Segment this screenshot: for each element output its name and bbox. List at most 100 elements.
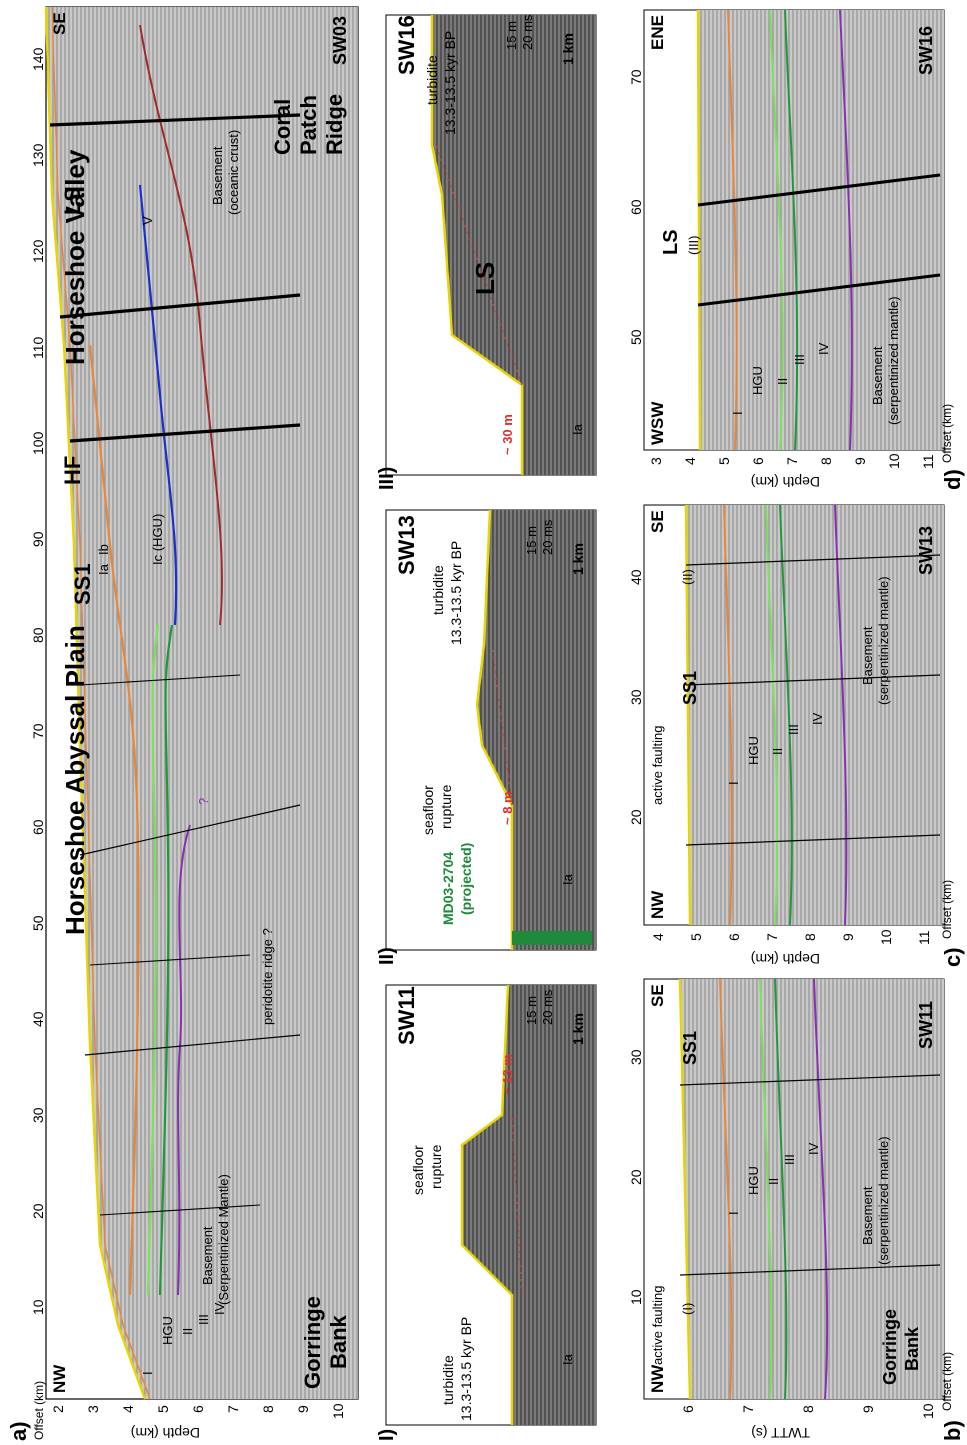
panel-b-unit-I: I <box>726 1211 741 1215</box>
inset-III-seismic <box>432 15 596 475</box>
panel-a-unit-III: III <box>196 1314 211 1325</box>
panel-c-offset-tick: 40 <box>628 569 644 585</box>
panel-b-gorringe-2: Bank <box>902 1326 922 1371</box>
panel-b-roman: (I) <box>680 1302 695 1315</box>
panel-b-twtt-tick: 9 <box>860 1405 876 1413</box>
panel-d-depth-tick: 11 <box>920 454 936 469</box>
inset-II-line: SW13 <box>394 515 419 575</box>
inset-II-scale-km: 1 km <box>570 543 586 575</box>
panel-a-region-abyssal: Horseshoe Abyssal Plain <box>60 625 90 935</box>
panel-c-offset-tick: 30 <box>628 689 644 705</box>
panel-c-depth-tick: 9 <box>840 933 856 941</box>
insets-axes <box>385 14 597 1426</box>
panel-a-ss1: SS1 <box>70 563 95 605</box>
panel-a-coral-2: Patch <box>296 95 321 155</box>
inset-II-rupture-1: seafloor <box>420 785 436 835</box>
inset-II-core-1: MD03-2704 <box>440 851 456 925</box>
panel-a-unit-I: I <box>140 1371 155 1375</box>
inset-II-core-2: (projected) <box>458 842 474 915</box>
panel-a-nw: NW <box>50 1364 69 1393</box>
panel-a-offset-tick: 80 <box>30 627 46 643</box>
inset-II-core <box>512 931 592 945</box>
panel-b-se: SE <box>648 984 667 1007</box>
panel-a-unit-Ic: Ic (HGU) <box>150 513 165 565</box>
panel-a-horizon-II <box>146 624 160 1296</box>
panel-a-basement-right-1: Basement <box>210 146 225 205</box>
panel-d-depth-tick: 10 <box>886 453 902 469</box>
panel-b-letter: b) <box>940 1420 965 1441</box>
panel-a-depth-tick: 3 <box>85 1405 101 1413</box>
panel-b-offset-tick: 30 <box>628 1049 644 1065</box>
panel-a-depth-tick: 8 <box>260 1405 276 1413</box>
inset-III-turbidite-1: turbidite <box>424 55 440 105</box>
inset-II-turbidite-2: 13.3-13.5 kyr BP <box>448 540 464 645</box>
panel-a-unit-IV: IV <box>212 1302 227 1315</box>
panel-a-gorringe-1: Gorringe <box>300 1296 325 1389</box>
panel-a-depth-tick: 4 <box>120 1405 136 1413</box>
inset-III-scale-m: 15 m <box>504 21 519 50</box>
inset-III-ls: LS <box>470 261 500 295</box>
panel-b-offset-label: Offset (km) <box>940 1351 954 1411</box>
inset-I-rupture-1: seafloor <box>410 1145 426 1195</box>
panel-a-offset-tick: 20 <box>30 1203 46 1219</box>
panel-a-depth-label: Depth (km) <box>130 1425 200 1441</box>
panel-b-ss1: SS1 <box>680 1030 700 1065</box>
panel-a-region-valley: Horseshoe Valley <box>60 149 90 365</box>
panel-b-nw: NW <box>648 1364 667 1393</box>
panel-c-depth-tick: 7 <box>764 933 780 941</box>
panel-d-depth-tick: 4 <box>682 457 698 465</box>
panel-d-wsw: WSW <box>648 401 667 445</box>
inset-III-scale-ms: 20 ms <box>520 14 535 50</box>
panel-c-depth-label: Depth (km) <box>750 951 820 967</box>
panel-b-gorringe-1: Gorringe <box>880 1308 900 1385</box>
panel-c-ss1: SS1 <box>680 670 700 705</box>
panel-a-coral-3: Ridge <box>322 93 347 155</box>
panel-a-ls-fault-2 <box>49 113 301 127</box>
inset-I-rupture-2: rupture <box>428 1144 444 1189</box>
panel-a-basement-left-2: (Serpentinized Mantle) <box>216 1174 231 1305</box>
panel-a-coral-1: Coral <box>270 98 295 155</box>
panel-a-ls-fault-1 <box>59 293 301 319</box>
inset-I-scale-ms: 20 ms <box>540 989 555 1025</box>
inset-II-offset: ~ 8 m <box>500 791 515 825</box>
panel-a-hf-fault <box>69 423 301 443</box>
panel-c-letter: c) <box>940 947 965 967</box>
panel-c-unit-III: III <box>786 724 801 735</box>
inset-I-letter: I) <box>376 1428 398 1441</box>
panel-a-unit-HGU: HGU <box>160 1316 175 1345</box>
panel-d-unit-I: I <box>730 411 745 415</box>
panel-b-unit-IV: IV <box>806 1142 821 1155</box>
panel-c-offset-tick: 20 <box>628 809 644 825</box>
panel-a-offset-tick: 30 <box>30 1107 46 1123</box>
inset-I-turbidite-2: 13.3-13.5 kyr BP <box>458 1316 474 1421</box>
panel-c-depth-tick: 5 <box>688 933 704 941</box>
panel-a-basement-left-1: Basement <box>200 1226 215 1285</box>
panel-a-axes <box>44 6 359 1400</box>
panel-a-offset-tick: 70 <box>30 723 46 739</box>
panel-b-line: SW11 <box>916 1000 936 1049</box>
panel-d-unit-HGU: HGU <box>750 366 765 395</box>
panel-d-offset-tick: 50 <box>628 329 644 345</box>
panel-d-ls: LS <box>660 229 682 255</box>
inset-I-offset: ~ 13 m <box>500 1054 515 1095</box>
panel-c-unit-IV: IV <box>810 712 825 725</box>
inset-III-letter: III) <box>376 466 398 490</box>
panel-b-active: active faulting <box>650 1285 665 1366</box>
panel-a-offset-tick: 60 <box>30 819 46 835</box>
panel-b-twtt-label: TWTT (s) <box>751 1425 810 1441</box>
panel-d-unit-II: II <box>775 377 790 385</box>
panel-c-basement-2: (serpentinized mantle) <box>876 576 891 705</box>
panel-a-unit-Ib: Ib <box>96 544 111 555</box>
inset-II-turbidite-1: turbidite <box>430 565 446 615</box>
panel-d-depth-tick: 6 <box>750 457 766 465</box>
panel-d-depth-tick: 3 <box>648 457 664 465</box>
panel-a-offset-tick: 50 <box>30 915 46 931</box>
panel-d-unit-IV: IV <box>816 342 831 355</box>
panel-b-unit-II: II <box>766 1177 781 1185</box>
panel-d-letter: d) <box>940 469 965 490</box>
panel-d-offset-tick: 60 <box>628 199 644 215</box>
inset-I-line: SW11 <box>394 986 419 1045</box>
panel-a-offset-tick: 40 <box>30 1011 46 1027</box>
panel-d-basement-2: (serpentinized mantle) <box>886 296 901 425</box>
